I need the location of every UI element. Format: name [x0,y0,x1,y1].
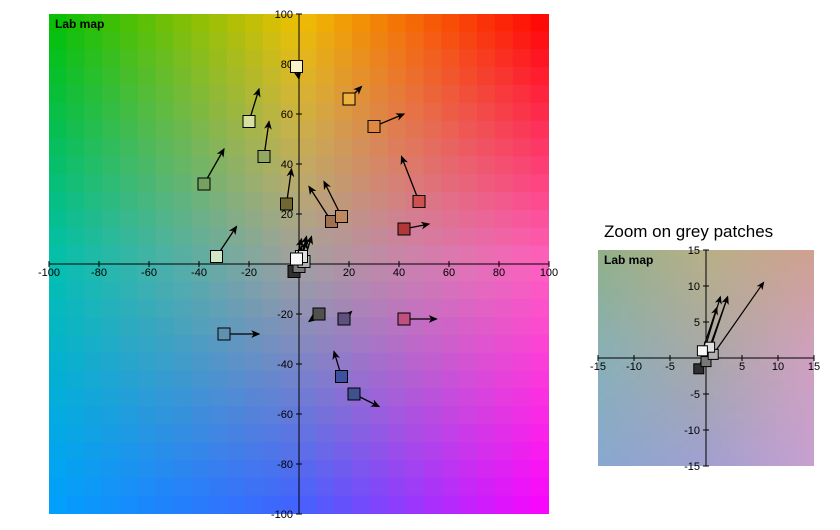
color-patch [413,196,425,208]
svg-text:-80: -80 [91,267,107,279]
svg-text:20: 20 [281,209,293,221]
panel-title: Lab map [55,17,104,31]
svg-text:60: 60 [443,267,455,279]
color-patch [313,308,325,320]
lab-map-main: -100 -80 -60 -40 -20 20 40 60 80 100 -100 -80 -60 -40… [19,6,567,530]
lab-map-svg: -15 -10 -5 5 10 15 -15 -10 -5 5 10 15 Lab map [568,242,832,484]
lab-map-zoom: -15 -10 -5 5 10 15 -15 -10 -5 5 10 15 Lab map [568,242,832,484]
color-patch [258,151,270,163]
svg-text:60: 60 [281,109,293,121]
color-patch [211,251,223,263]
svg-text:40: 40 [393,267,405,279]
svg-text:-15: -15 [590,361,606,373]
svg-text:5: 5 [739,361,745,373]
figure-canvas: { "main": { "title": "Lab map", "title_f… [0,0,840,530]
color-patch [348,388,360,400]
color-patch [243,116,255,128]
color-patch [281,198,293,210]
svg-text:-10: -10 [626,361,642,373]
svg-text:10: 10 [688,281,700,293]
color-patch [336,371,348,383]
svg-text:-10: -10 [684,425,700,437]
lab-map-svg: -100 -80 -60 -40 -20 20 40 60 80 100 -100 -80 -60 -40… [19,6,567,530]
svg-text:-60: -60 [277,409,293,421]
svg-text:10: 10 [772,361,784,373]
svg-text:-20: -20 [241,267,257,279]
svg-text:-5: -5 [690,389,700,401]
svg-text:20: 20 [343,267,355,279]
svg-text:-80: -80 [277,459,293,471]
color-patch [218,328,230,340]
color-patch [398,313,410,325]
svg-text:80: 80 [493,267,505,279]
svg-text:-20: -20 [277,309,293,321]
color-patch [338,313,350,325]
svg-text:100: 100 [540,267,558,279]
panel-title: Lab map [604,253,653,267]
color-patch [368,121,380,133]
svg-text:15: 15 [808,361,820,373]
svg-text:-100: -100 [38,267,60,279]
color-patch [398,223,410,235]
color-patch [291,253,303,265]
color-patch [697,346,707,356]
svg-text:-60: -60 [141,267,157,279]
svg-text:-15: -15 [684,461,700,473]
color-patch [343,93,355,105]
svg-text:5: 5 [694,317,700,329]
zoom-heading: Zoom on grey patches [604,222,773,242]
svg-text:-5: -5 [665,361,675,373]
color-patch [336,211,348,223]
svg-text:-40: -40 [277,359,293,371]
color-patch [291,61,303,73]
svg-text:15: 15 [688,245,700,257]
svg-text:-100: -100 [271,509,293,521]
svg-text:100: 100 [275,9,293,21]
color-patch [198,178,210,190]
svg-text:-40: -40 [191,267,207,279]
